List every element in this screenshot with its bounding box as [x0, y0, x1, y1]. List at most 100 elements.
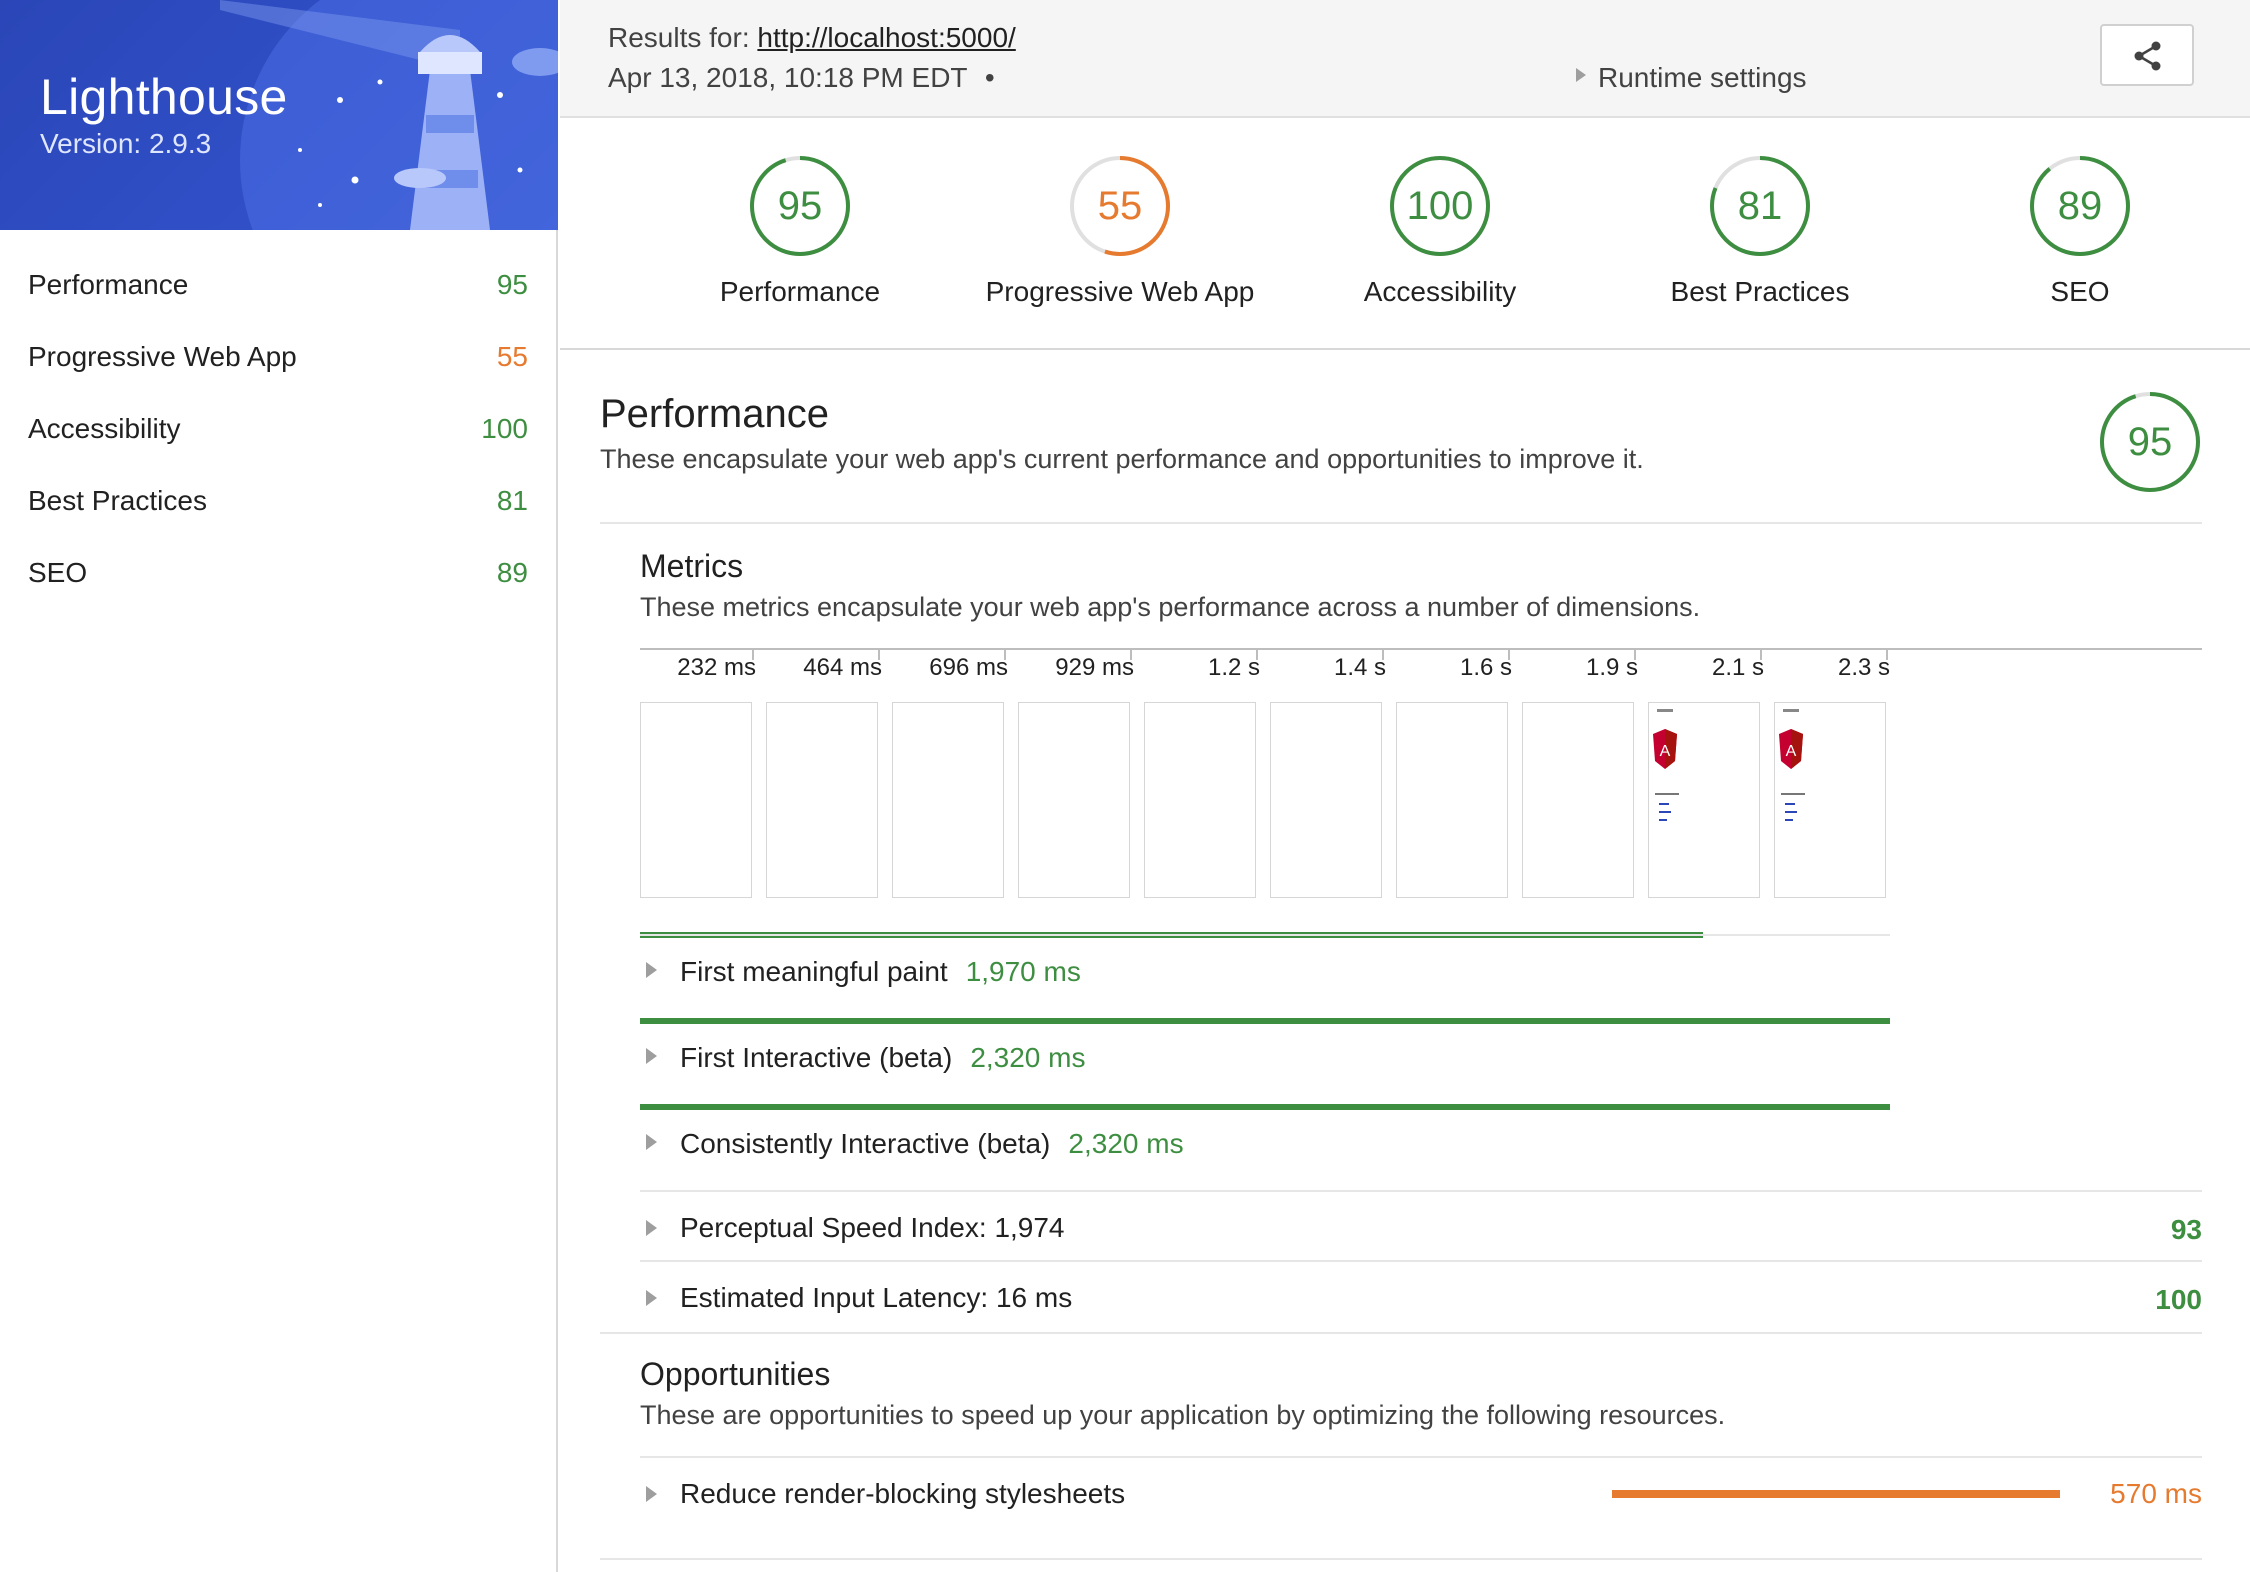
sidebar-item-score: 95: [496, 269, 528, 300]
filmstrip-tick: [1634, 648, 1636, 660]
metric-first-meaningful-paint[interactable]: First meaningful paint 1,970 ms: [640, 944, 1890, 1004]
metric-perceptual-speed-index[interactable]: Perceptual Speed Index: 1,974 93: [640, 1196, 2202, 1262]
gauge-score: 55: [1097, 184, 1143, 228]
section-description: These encapsulate your web app's current…: [600, 444, 1644, 474]
metric-name: Perceptual Speed Index: 1,974: [680, 1212, 1065, 1243]
expand-triangle-icon: [646, 962, 657, 978]
results-url-link[interactable]: http://localhost:5000/: [757, 22, 1016, 53]
filmstrip-tick: [1886, 648, 1888, 660]
sidebar-item-pwa[interactable]: Progressive Web App 55: [0, 321, 556, 393]
divider: [600, 1332, 2202, 1334]
metric-value: 2,320 ms: [1068, 1128, 1184, 1159]
gauge-ring: [2100, 392, 2200, 492]
metric-bar-first-interactive: [640, 1018, 1890, 1024]
metric-name: Estimated Input Latency: 16 ms: [680, 1282, 1073, 1313]
divider: [640, 1456, 2202, 1458]
filmstrip-frame: [1144, 702, 1256, 898]
metric-consistently-interactive[interactable]: Consistently Interactive (beta) 2,320 ms: [640, 1116, 1890, 1176]
gauge-score: 95: [2127, 420, 2173, 464]
opportunity-savings-bar: [1612, 1490, 2060, 1498]
expand-triangle-icon: [646, 1134, 657, 1150]
filmstrip-tick: [1382, 648, 1384, 660]
filmstrip-tick: [1256, 648, 1258, 660]
expand-triangle-icon: [646, 1220, 657, 1236]
divider: [600, 522, 2202, 524]
sidebar-item-score: 100: [481, 413, 528, 444]
svg-text:A: A: [1660, 743, 1671, 760]
page-thumbnail: A: [1653, 709, 1679, 821]
app-version: Version: 2.9.3: [40, 128, 212, 159]
filmstrip-frame: [766, 702, 878, 898]
opportunities-title: Opportunities: [640, 1356, 831, 1392]
metric-label: First meaningful paint 1,970 ms: [680, 956, 1081, 988]
metric-label: First Interactive (beta) 2,320 ms: [680, 1042, 1085, 1074]
gauge-accessibility[interactable]: 100 Accessibility: [1280, 120, 1600, 340]
sidebar-item-best-practices[interactable]: Best Practices 81: [0, 465, 556, 537]
report-header: Results for: http://localhost:5000/ Apr …: [560, 0, 2250, 118]
divider: [640, 1190, 2202, 1192]
metrics-title: Metrics: [640, 548, 744, 584]
share-button[interactable]: [2100, 24, 2194, 86]
svg-text:A: A: [1786, 743, 1797, 760]
metric-bar-consistently-interactive: [640, 1104, 1890, 1110]
sidebar-item-seo[interactable]: SEO 89: [0, 537, 556, 609]
results-line: Results for: http://localhost:5000/: [608, 22, 1016, 54]
metric-name: First Interactive (beta): [680, 1042, 953, 1073]
share-icon: [2134, 41, 2161, 71]
filmstrip-frame: A: [1648, 702, 1760, 898]
gauge-label: Best Practices: [1670, 276, 1850, 307]
sidebar-item-score: 55: [496, 341, 528, 372]
filmstrip-frame: [1018, 702, 1130, 898]
filmstrip-frame: [892, 702, 1004, 898]
metric-estimated-input-latency[interactable]: Estimated Input Latency: 16 ms 100: [640, 1266, 2202, 1332]
sidebar-item-label: Accessibility: [28, 413, 181, 444]
filmstrip-tick: [1760, 648, 1762, 660]
expand-triangle-icon: [646, 1290, 657, 1306]
gauge-ring: [1710, 156, 1810, 256]
metric-value: 2,320 ms: [970, 1042, 1086, 1073]
opportunities-description: These are opportunities to speed up your…: [640, 1400, 1726, 1430]
metric-first-interactive[interactable]: First Interactive (beta) 2,320 ms: [640, 1030, 1890, 1090]
metric-score: 93: [2170, 1214, 2202, 1245]
filmstrip-timestamp: 2.3 s: [1837, 654, 1890, 681]
filmstrip-timestamp: 1.4 s: [1333, 654, 1386, 681]
sidebar-item-label: Performance: [28, 269, 189, 300]
category-gauges: 95 Performance 55 Progressive Web App 10…: [560, 120, 2250, 350]
gauge-best-practices[interactable]: 81 Best Practices: [1600, 120, 1920, 340]
sidebar-item-performance[interactable]: Performance 95: [0, 249, 556, 321]
runtime-settings-label: Runtime settings: [1598, 62, 1807, 93]
filmstrip-timestamp: 2.1 s: [1711, 654, 1764, 681]
metric-score: 100: [2155, 1284, 2202, 1315]
opportunity-render-blocking-stylesheets[interactable]: Reduce render-blocking stylesheets 570 m…: [640, 1474, 2202, 1538]
filmstrip-frame: [1270, 702, 1382, 898]
filmstrip-frame: [1396, 702, 1508, 898]
gauge-label: SEO: [2050, 276, 2110, 307]
divider: [640, 1260, 2202, 1262]
gauge-ring: [1390, 156, 1490, 256]
performance-score-gauge: 95: [2098, 390, 2202, 494]
sidebar-item-label: SEO: [28, 557, 88, 588]
report-date: Apr 13, 2018, 10:18 PM EDT: [608, 62, 968, 93]
gauge-ring: [1070, 156, 1170, 256]
gauge-pwa[interactable]: 55 Progressive Web App: [960, 120, 1280, 340]
gauge-score: 95: [777, 184, 823, 228]
metrics-description: These metrics encapsulate your web app's…: [640, 592, 1701, 622]
filmstrip-timestamp: 1.9 s: [1585, 654, 1638, 681]
sidebar-header: Lighthouse Version: 2.9.3: [0, 0, 558, 230]
filmstrip-tick: [878, 648, 880, 660]
metric-name: Consistently Interactive (beta): [680, 1128, 1051, 1159]
gauge-performance[interactable]: 95 Performance: [640, 120, 960, 340]
expand-triangle-icon: [646, 1486, 657, 1502]
gauge-score: 100: [1406, 184, 1474, 228]
sidebar-item-accessibility[interactable]: Accessibility 100: [0, 393, 556, 465]
gauge-seo[interactable]: 89 SEO: [1920, 120, 2240, 340]
results-prefix: Results for:: [608, 22, 758, 53]
filmstrip-frame: A: [1774, 702, 1886, 898]
gauge-score: 81: [1737, 184, 1783, 228]
gauge-label: Accessibility: [1363, 276, 1517, 307]
sidebar-item-label: Best Practices: [28, 485, 207, 516]
metric-label: Consistently Interactive (beta) 2,320 ms: [680, 1128, 1184, 1160]
opportunity-savings-value: 570 ms: [2110, 1478, 2202, 1509]
gauge-score: 89: [2057, 184, 2103, 228]
metric-name: First meaningful paint: [680, 956, 948, 987]
